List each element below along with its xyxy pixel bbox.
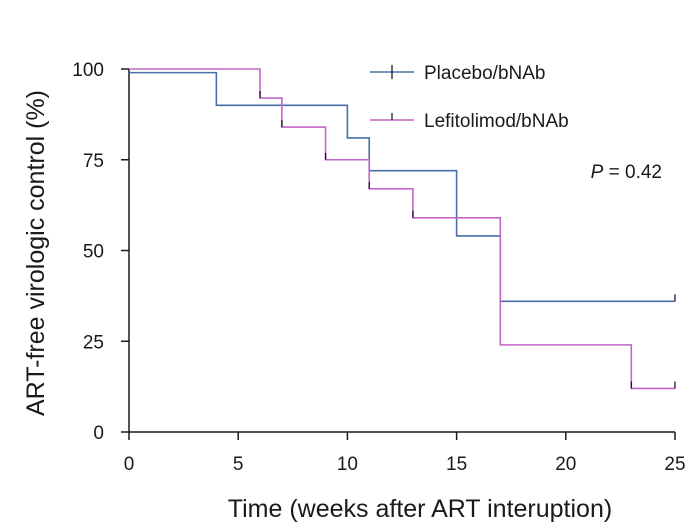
legend-label-0: Placebo/bNAb xyxy=(424,63,545,84)
y-tick-label-50: 50 xyxy=(83,242,104,263)
y-tick-label-100: 100 xyxy=(72,60,104,81)
x-tick-label-25: 25 xyxy=(664,454,685,475)
p-value-text: = 0.42 xyxy=(603,162,662,183)
y-ticks: 0 25 50 75 100 xyxy=(72,60,129,444)
y-tick-label-0: 0 xyxy=(93,423,104,444)
legend-label-1: Lefitolimod/bNAb xyxy=(424,111,569,132)
axes xyxy=(128,69,675,433)
x-tick-label-10: 10 xyxy=(337,454,358,475)
series-line-0 xyxy=(129,71,675,303)
legend: Placebo/bNAb Lefitolimod/bNAb xyxy=(370,63,569,132)
x-tick-label-0: 0 xyxy=(124,454,135,475)
x-tick-label-5: 5 xyxy=(233,454,244,475)
x-ticks: 0 5 10 15 20 25 xyxy=(124,432,686,475)
y-tick-label-25: 25 xyxy=(83,332,104,353)
p-value-letter: P xyxy=(591,162,604,183)
series-layer xyxy=(129,68,676,390)
x-tick-label-15: 15 xyxy=(446,454,467,475)
p-value-annotation: P = 0.42 xyxy=(591,162,662,183)
y-tick-label-75: 75 xyxy=(83,151,104,172)
series-line-1 xyxy=(129,68,675,390)
x-tick-label-20: 20 xyxy=(555,454,576,475)
y-axis-label: ART-free virologic control (%) xyxy=(22,90,50,416)
x-axis-label: Time (weeks after ART interuption) xyxy=(228,495,612,523)
